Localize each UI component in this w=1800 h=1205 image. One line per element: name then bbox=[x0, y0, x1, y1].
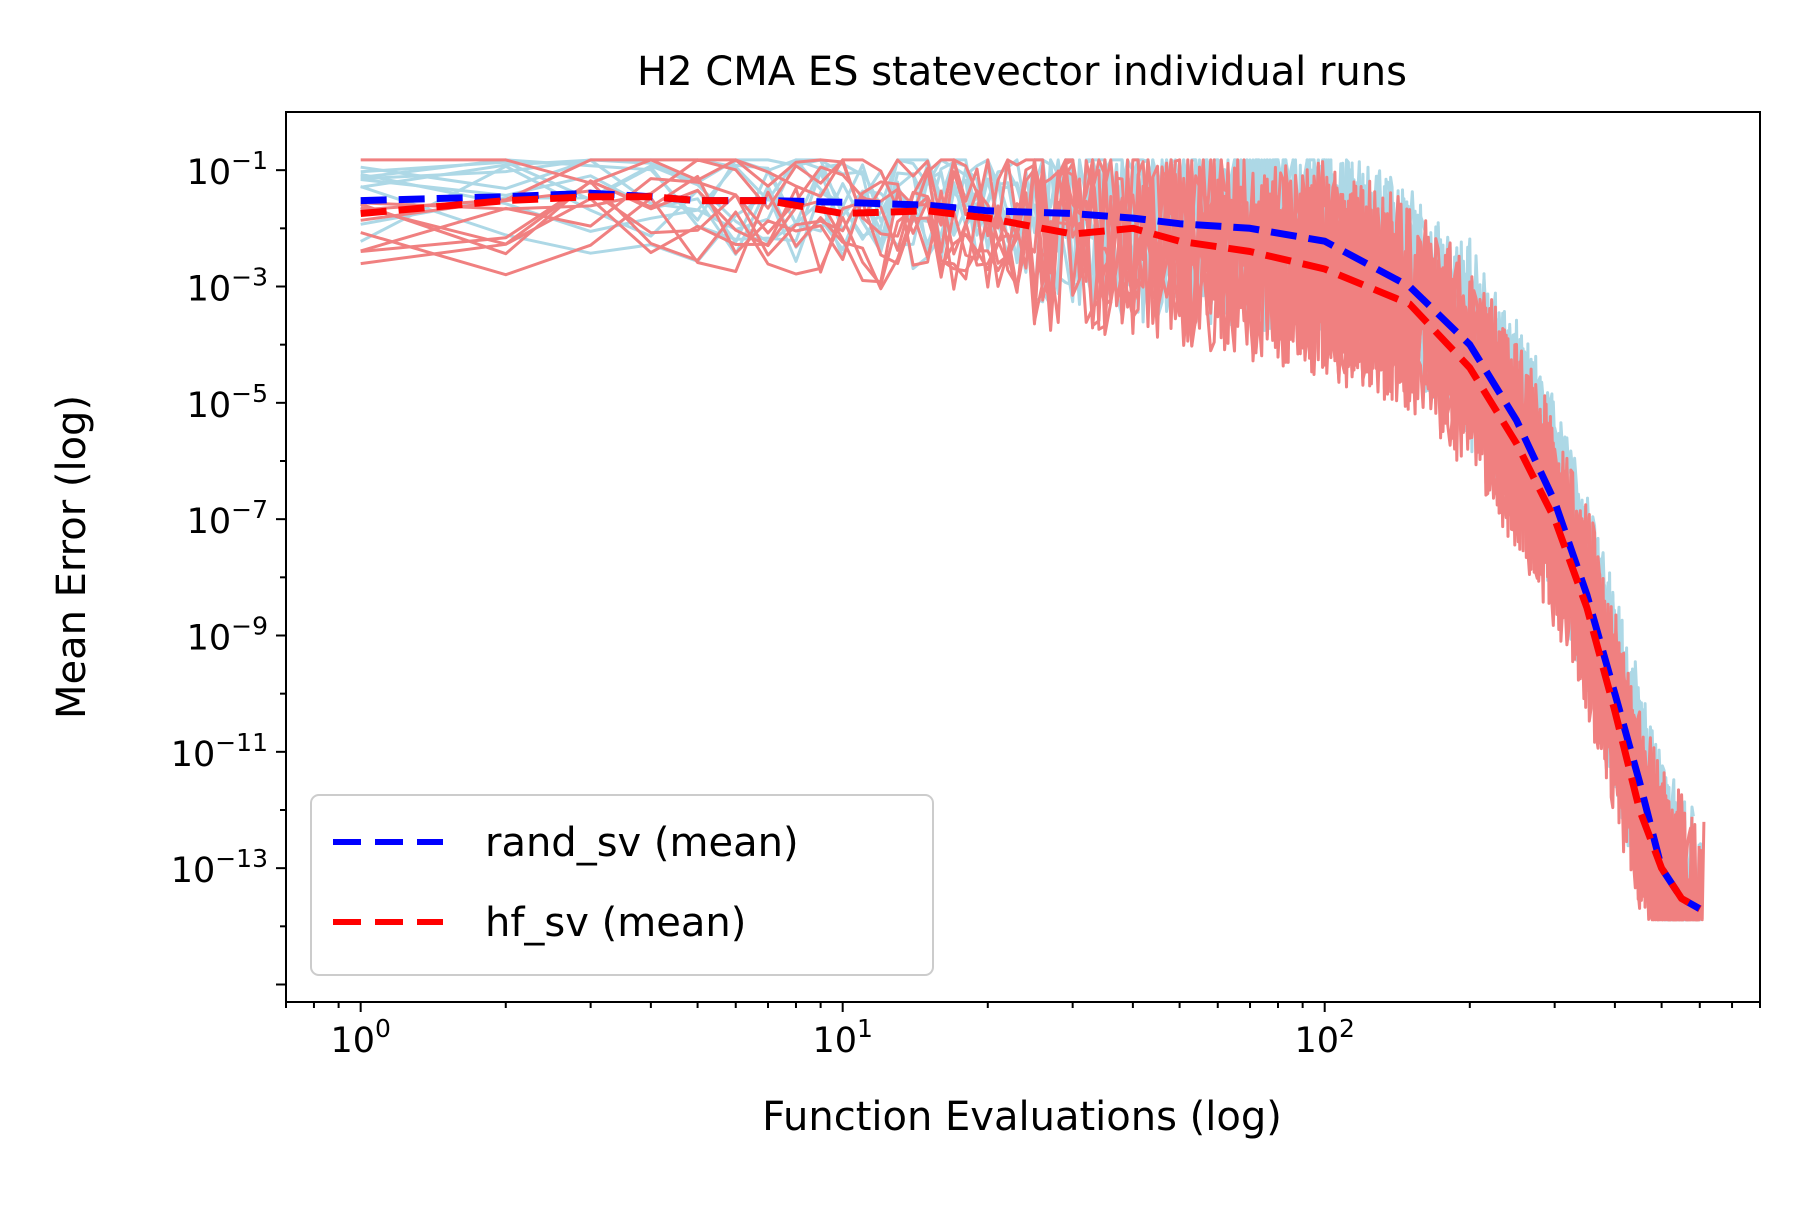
run-line-hf_sv-10 bbox=[360, 158, 1682, 922]
y-tick-label: 10−7 bbox=[187, 495, 268, 542]
plot-frame bbox=[285, 111, 1761, 1003]
chart-title: H2 CMA ES statevector individual runs bbox=[637, 49, 1407, 95]
y-axis: 10−1 10−3 10−5 10−7 10−9 10−11 10−13 bbox=[171, 146, 286, 986]
y-tick-label: 10−5 bbox=[187, 379, 268, 426]
y-tick-label: 10−3 bbox=[187, 262, 268, 309]
y-tick-label: 10−9 bbox=[187, 611, 268, 658]
mean-lines bbox=[360, 189, 1702, 912]
legend-label-rand-sv: rand_sv (mean) bbox=[485, 820, 799, 866]
x-tick-label: 100 bbox=[330, 1014, 390, 1061]
x-axis: 100 101 102 bbox=[285, 1002, 1761, 1061]
legend: rand_sv (mean) hf_sv (mean) bbox=[310, 794, 934, 976]
x-tick-label: 101 bbox=[812, 1014, 872, 1061]
y-axis-label: Mean Error (log) bbox=[49, 395, 95, 719]
y-tick-label: 10−13 bbox=[171, 844, 268, 891]
x-axis-label: Function Evaluations (log) bbox=[762, 1094, 1282, 1140]
legend-label-hf-sv: hf_sv (mean) bbox=[485, 900, 746, 946]
series-line-hf-sv-mean bbox=[360, 193, 1702, 912]
y-tick-label: 10−1 bbox=[187, 146, 268, 193]
x-tick-label: 102 bbox=[1294, 1014, 1354, 1061]
legend-box bbox=[310, 794, 934, 976]
y-tick-label: 10−11 bbox=[171, 728, 268, 775]
